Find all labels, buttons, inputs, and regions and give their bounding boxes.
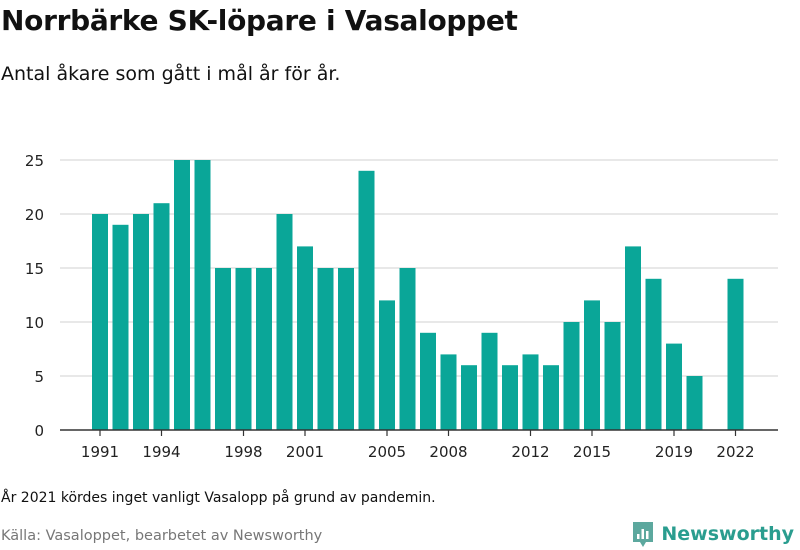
- bar-2012: [522, 354, 539, 430]
- bar-2019: [666, 343, 682, 430]
- bar-2003: [338, 268, 354, 430]
- bar-2022: [727, 278, 744, 430]
- bar-2006: [399, 268, 416, 430]
- bar-2000: [276, 214, 293, 430]
- bar-2017: [625, 246, 641, 430]
- footnote: År 2021 kördes inget vanligt Vasalopp på…: [1, 490, 436, 506]
- brand-name: Newsworthy: [661, 523, 794, 545]
- bar-2010: [481, 332, 498, 430]
- bar-1995: [174, 160, 190, 430]
- bar-2018: [645, 278, 662, 430]
- source-text: Källa: Vasaloppet, bearbetet av Newswort…: [1, 528, 323, 544]
- bar-1998: [235, 268, 252, 430]
- bar-1992: [112, 224, 129, 430]
- bar-1993: [133, 214, 149, 430]
- bar-2013: [543, 365, 559, 430]
- newsworthy-logo-icon: [633, 522, 654, 547]
- bar-2007: [420, 332, 436, 430]
- bar-chart: 0 5 10 15 20 25 1991 1994 1998 2001 2005 2008 2012 20…: [25, 152, 778, 461]
- y-tick-label-0: 0: [34, 422, 44, 440]
- bar-2015: [584, 300, 600, 430]
- x-tick-label-2019: 2019: [655, 443, 693, 461]
- x-tick-label-1991: 1991: [81, 443, 119, 461]
- x-tick-label-2012: 2012: [511, 443, 549, 461]
- bar-2014: [563, 322, 580, 430]
- bar-1997: [215, 268, 231, 430]
- bar-2002: [317, 268, 334, 430]
- bar-2009: [461, 365, 477, 430]
- y-tick-label-5: 5: [34, 368, 44, 386]
- x-tick-label-1994: 1994: [142, 443, 180, 461]
- bar-1996: [194, 160, 211, 430]
- x-tick-label-2008: 2008: [429, 443, 467, 461]
- x-tick-label-1998: 1998: [224, 443, 262, 461]
- bar-2016: [604, 322, 621, 430]
- y-tick-label-10: 10: [25, 314, 44, 332]
- y-tick-label-20: 20: [25, 206, 44, 224]
- bar-2005: [379, 300, 395, 430]
- bar-2008: [440, 354, 457, 430]
- bar-1994: [153, 203, 170, 430]
- bar-2020: [686, 376, 703, 430]
- brand-logo[interactable]: Newsworthy: [631, 520, 794, 548]
- bar-2004: [358, 170, 375, 431]
- bar-2001: [297, 246, 313, 430]
- x-tick-label-2022: 2022: [716, 443, 754, 461]
- chart-title: Norrbärke SK-löpare i Vasaloppet: [1, 4, 518, 37]
- y-tick-label-15: 15: [25, 260, 44, 278]
- bar-1999: [256, 268, 272, 430]
- x-tick-label-2005: 2005: [368, 443, 406, 461]
- x-tick-label-2001: 2001: [286, 443, 324, 461]
- x-tick-label-2015: 2015: [573, 443, 611, 461]
- bar-2011: [502, 365, 518, 430]
- bar-1991: [92, 214, 108, 430]
- chart-subtitle: Antal åkare som gått i mål år för år.: [1, 63, 341, 85]
- y-tick-label-25: 25: [25, 152, 44, 170]
